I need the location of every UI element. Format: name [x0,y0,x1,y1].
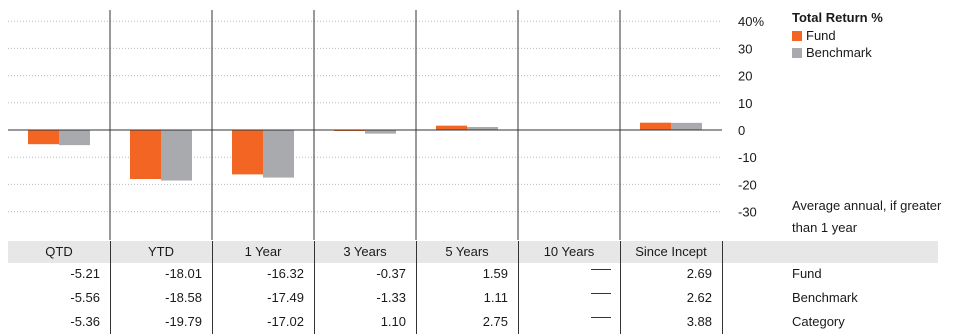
fund-bar [334,130,365,132]
benchmark-swatch [792,47,802,58]
table-header-cell: QTD [45,244,73,259]
fund-swatch [792,30,802,41]
table-value-cell: 2.75 [482,314,508,329]
table-column-divider [518,241,519,334]
table-value-cell: -18.58 [165,290,202,305]
table-header-cell: YTD [148,244,174,259]
table-value-cell: -1.33 [376,290,406,305]
table-value-cell: -5.36 [70,314,100,329]
no-data-dash [591,293,611,294]
legend-label-fund: Fund [806,28,836,43]
table-value-cell: -19.79 [165,314,202,329]
table-value-cell: -16.32 [267,266,304,281]
benchmark-bar [161,130,192,181]
table-column-divider [314,241,315,334]
table-value-cell: -17.02 [267,314,304,329]
y-tick-label: 0 [738,123,745,138]
table-column-divider [110,241,111,334]
table-value-cell: -5.21 [70,266,100,281]
y-tick-label: 40% [738,14,764,29]
table-column-divider [722,241,723,334]
fund-bar [640,122,671,130]
fund-bar [28,130,59,145]
average-annual-note: Average annual, if greater than 1 year [792,198,942,235]
legend-title: Total Return % [792,10,883,25]
y-tick-label: 20 [738,69,752,84]
table-header-cell: 5 Years [445,244,489,259]
table-value-cell: 1.10 [380,314,406,329]
legend-item-benchmark: Benchmark [792,44,883,61]
y-tick-label: 10 [738,96,752,111]
table-header-cell: Since Incept [635,244,707,259]
table-value-cell: 1.11 [483,290,508,305]
benchmark-bar [671,122,702,130]
y-tick-label: 30 [738,41,752,56]
legend-item-fund: Fund [792,27,883,44]
total-return-chart: 40% 30 20 10 0 -10 -20 -30 [8,10,764,240]
table-header-cell: 3 Years [343,244,387,259]
benchmark-bar [263,130,294,178]
table-column-divider [416,241,417,334]
table-value-cell: 1.59 [482,266,508,281]
table-value-cell: 2.69 [686,266,712,281]
table-value-cell: 3.88 [686,314,712,329]
table-value-cell: -17.49 [267,290,304,305]
legend-label-benchmark: Benchmark [806,45,872,60]
table-row-label: Benchmark [792,290,858,305]
benchmark-bar [365,130,396,134]
table-header-cell: 1 Year [244,244,282,259]
legend: Total Return % Fund Benchmark [792,10,883,61]
no-data-dash [591,269,611,270]
fund-bar [232,130,263,175]
table-value-cell: 2.62 [686,290,712,305]
benchmark-bar [467,126,498,130]
fund-bar [436,125,467,130]
no-data-dash [591,317,611,318]
table-column-divider [212,241,213,334]
returns-table-header [8,241,938,263]
table-value-cell: -5.56 [70,290,100,305]
fund-bar [130,130,161,179]
y-tick-label: -20 [738,177,757,192]
table-value-cell: -18.01 [165,266,202,281]
table-value-cell: -0.37 [376,266,406,281]
table-row-label: Category [792,314,845,329]
table-header-cell: 10 Years [543,244,595,259]
table-row-label: Fund [792,266,822,281]
y-tick-label: -10 [738,150,757,165]
benchmark-bar [59,130,90,146]
table-column-divider [620,241,621,334]
y-tick-label: -30 [738,205,757,220]
